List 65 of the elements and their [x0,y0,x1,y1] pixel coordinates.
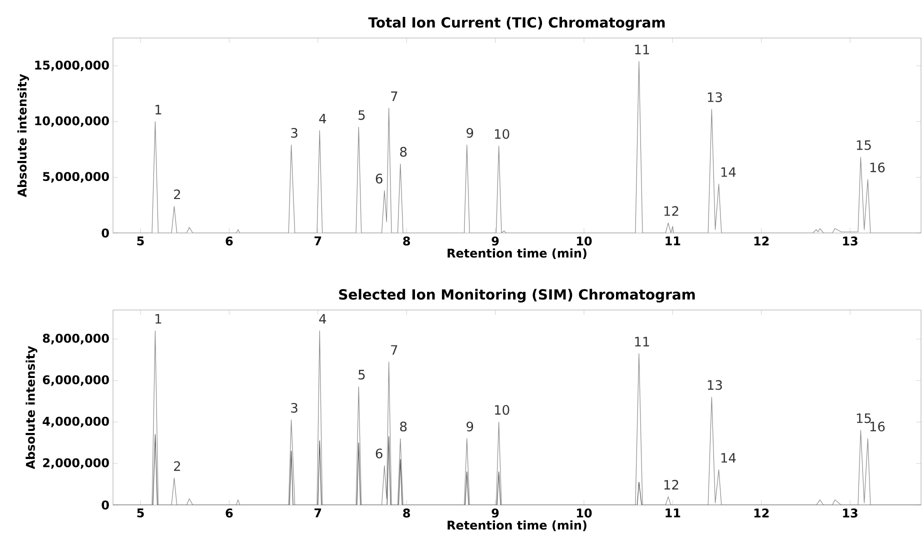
x-tick-label: 7 [314,508,322,518]
annotation: 14 [721,167,736,177]
x-tick-label: 8 [403,236,410,246]
x-tick-label: 5 [137,236,144,246]
annotation: 11 [635,336,649,346]
x-tick-label: 11 [666,236,680,246]
annotation: 2 [174,461,180,471]
y-tick-label: 0 [102,500,109,510]
x-tick-label: 8 [403,508,410,518]
x-tick-label: 13 [843,236,858,246]
annotation: 1 [156,314,162,324]
annotation: 3 [291,402,298,413]
x-tick-label: 6 [226,236,233,246]
y-axis-title: Absolute intensity [26,346,38,470]
y-tick-label: 8,000,000 [42,334,109,344]
annotation: 8 [400,422,407,432]
y-axis-title: Absolute intensity [17,74,30,198]
y-tick-label: 0 [102,228,109,238]
annotation: 7 [391,345,398,355]
annotation: 12 [664,480,678,490]
x-tick-label: 10 [576,508,592,518]
annotation: 5 [358,110,365,120]
annotation: 16 [870,162,885,172]
annotation: 2 [174,189,180,200]
chart-title: Selected Ion Monitoring (SIM) Chromatogram [339,288,695,303]
x-tick-label: 12 [754,508,769,518]
x-tick-label: 6 [226,508,233,518]
x-tick-label: 10 [576,236,592,246]
annotation: 5 [358,370,365,380]
annotation: 7 [391,92,398,101]
annotation: 10 [495,405,510,415]
x-tick-label: 5 [137,508,144,518]
annotation: 4 [319,314,326,324]
annotation: 9 [466,128,474,138]
annotation: 6 [376,448,382,458]
annotation: 9 [466,422,474,432]
annotation: 13 [708,92,722,102]
annotation: 11 [635,44,649,54]
y-tick-label: 2,000,000 [43,458,109,469]
annotation: 16 [870,422,885,432]
annotation: 12 [664,206,678,216]
x-tick-label: 9 [492,236,499,246]
x-axis-title: Retention time (min) [448,520,586,532]
annotation: 4 [319,114,326,124]
y-tick-label: 15,000,000 [35,60,109,72]
annotation: 15 [856,414,871,424]
y-tick-label: 5,000,000 [43,172,109,183]
y-tick-label: 4,000,000 [42,416,109,428]
annotation: 6 [376,174,382,184]
annotation: 1 [156,104,162,114]
x-tick-label: 9 [492,508,499,518]
annotation: 13 [708,380,722,390]
annotation: 14 [721,453,736,463]
annotation: 8 [400,146,407,157]
y-tick-label: 10,000,000 [35,116,109,127]
x-tick-label: 13 [843,508,858,518]
annotation: 10 [495,129,510,139]
annotation: 15 [856,140,871,150]
annotation: 3 [291,128,298,138]
y-tick-label: 6,000,000 [42,375,109,386]
x-tick-label: 7 [314,236,322,246]
chart-title: Total Ion Current (TIC) Chromatogram [368,16,665,31]
x-tick-label: 11 [666,508,680,518]
x-axis-title: Retention time (min) [448,248,586,260]
x-tick-label: 12 [754,236,769,246]
